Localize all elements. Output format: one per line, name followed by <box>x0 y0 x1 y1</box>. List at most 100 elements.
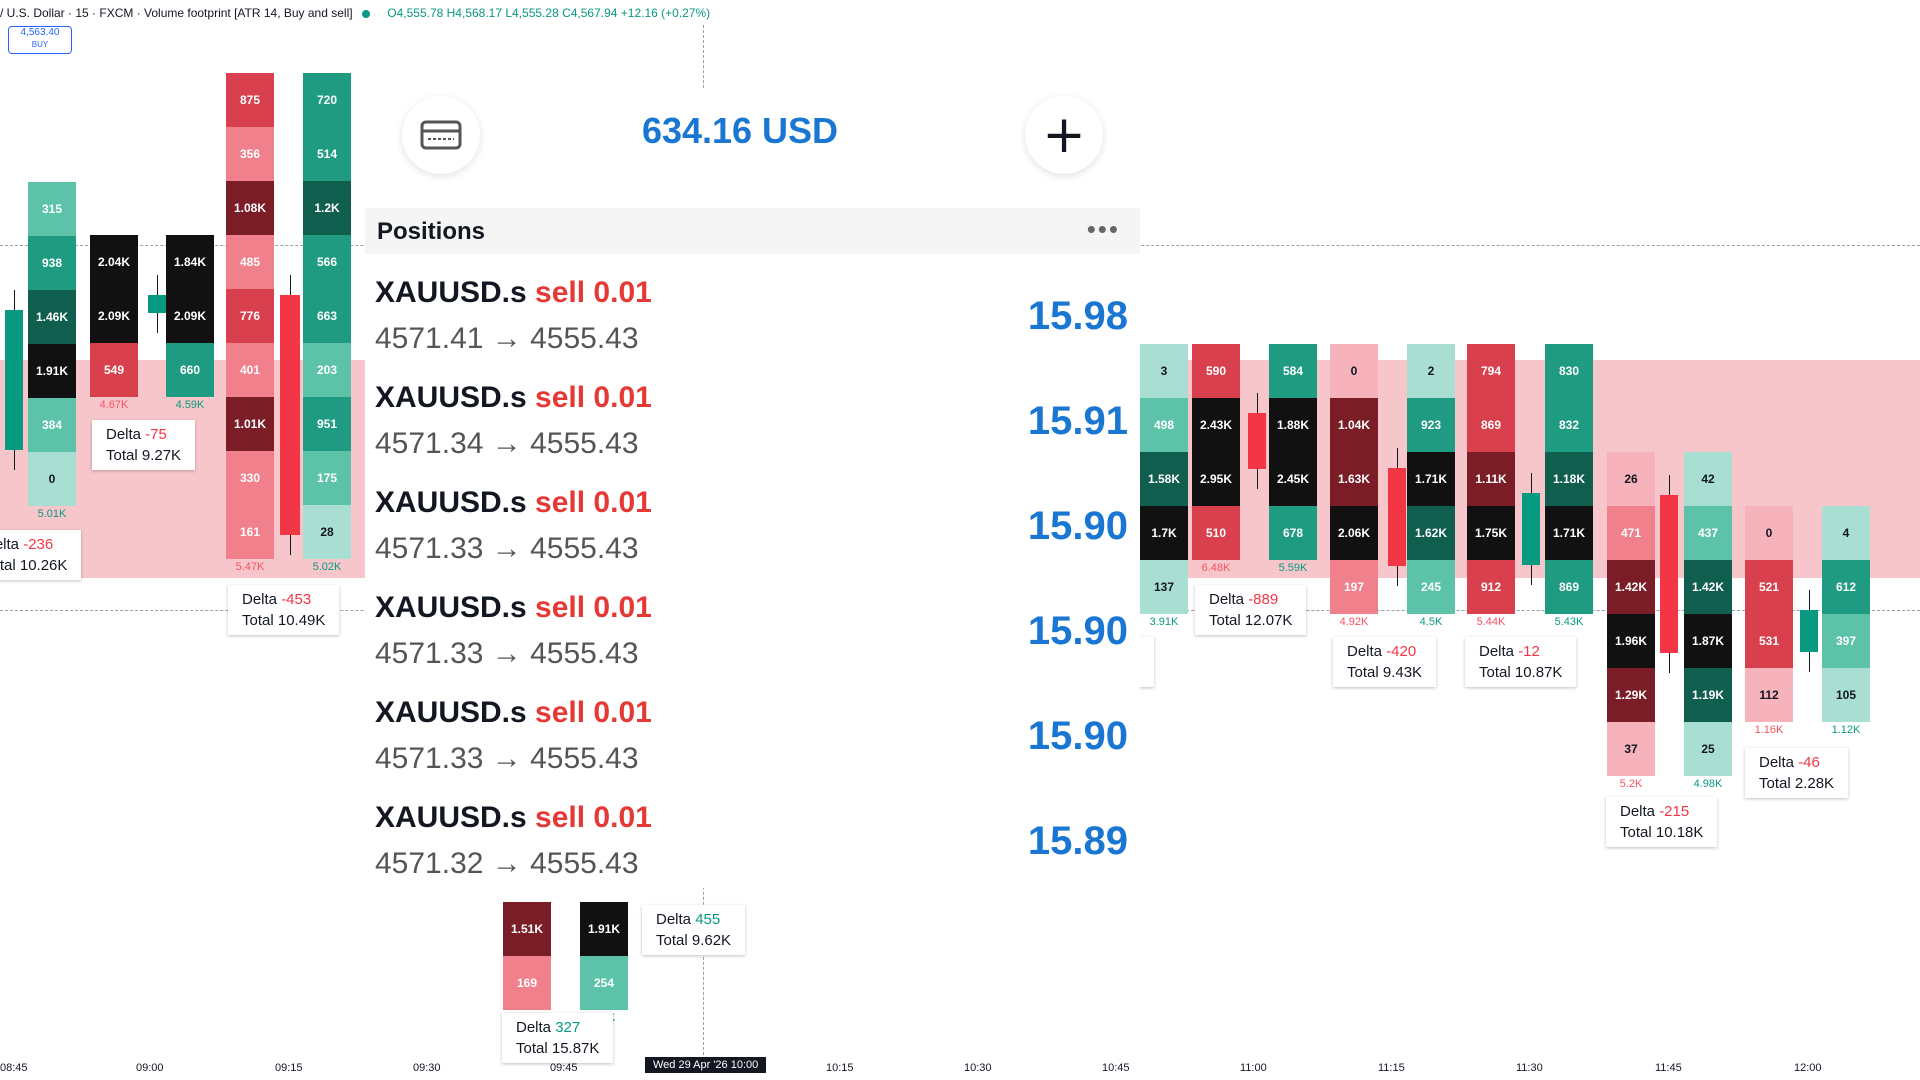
time-tick-label: 11:00 <box>1240 1062 1267 1074</box>
account-card-button[interactable] <box>402 96 480 174</box>
footprint-volume: 4.59K <box>175 399 205 411</box>
positions-header: Positions ••• <box>365 208 1140 254</box>
footprint-cell: 514 <box>303 127 351 181</box>
buy-price: 4,563.40 <box>20 27 60 38</box>
delta-box: Delta -12 Total 10.87K <box>1465 637 1577 687</box>
delta-label: Delta <box>1759 754 1799 771</box>
footprint-cell: 660 <box>166 343 214 397</box>
footprint-cell: 521 <box>1745 560 1793 614</box>
footprint-cell: 1.11K <box>1467 452 1515 506</box>
card-icon <box>420 120 462 150</box>
footprint-cell: 1.42K <box>1607 560 1655 614</box>
footprint-cell: 0 <box>28 452 76 506</box>
delta-box: Delta -46 Total 2.28K <box>1745 748 1849 798</box>
footprint-cell: 584 <box>1269 344 1317 398</box>
delta-box: Delta 327 Total 15.87K <box>502 1013 614 1063</box>
delta-value: 327 <box>555 1019 581 1036</box>
delta-value: -46 <box>1798 754 1820 771</box>
time-tick-label: 09:15 <box>275 1062 303 1074</box>
footprint-cell: 2.09K <box>90 289 138 343</box>
delta-label: Delta <box>516 1019 556 1036</box>
time-tick-label: 09:00 <box>136 1062 164 1074</box>
footprint-volume: 4.5K <box>1419 616 1443 628</box>
footprint-cell: 1.91K <box>28 344 76 398</box>
total-line: Total 9.27K <box>106 447 182 464</box>
footprint-cell: 2.95K <box>1192 452 1240 506</box>
footprint-cell: 0 <box>1745 506 1793 560</box>
delta-line: Delta -215 <box>1620 801 1703 822</box>
delta-value: -889 <box>1248 591 1279 608</box>
footprint-cell: 720 <box>303 73 351 127</box>
position-side: sell 0.01 <box>535 801 652 834</box>
footprint-cell: 254 <box>580 956 628 1010</box>
footprint-cell: 1.84K <box>166 235 214 289</box>
footprint-volume: 6.48K <box>1201 562 1231 574</box>
candle-body <box>1522 493 1540 565</box>
status-dot-icon <box>361 9 370 18</box>
footprint-cell: 2.04K <box>90 235 138 289</box>
footprint-volume: 3.91K <box>1149 616 1179 628</box>
position-prices: 4571.33 → 4555.43 <box>375 532 639 565</box>
footprint-cell: 26 <box>1607 452 1655 506</box>
position-side: sell 0.01 <box>535 381 652 414</box>
delta-label: Delta <box>242 591 282 608</box>
position-prices: 4571.32 → 4555.43 <box>375 847 639 880</box>
footprint-cell: 549 <box>90 343 138 397</box>
add-button[interactable]: + <box>1025 96 1103 174</box>
footprint-cell: 0 <box>1330 344 1378 398</box>
more-icon[interactable]: ••• <box>1086 214 1120 244</box>
footprint-cell: 678 <box>1269 506 1317 560</box>
footprint-cell: 245 <box>1407 560 1455 614</box>
time-tick-label: 11:15 <box>1378 1062 1405 1074</box>
position-row[interactable]: XAUUSD.s sell 0.01 4571.34 → 4555.43 15.91 <box>365 371 1140 476</box>
footprint-cell: 2 <box>1407 344 1455 398</box>
delta-box: Delta -75 Total 9.27K <box>92 420 196 470</box>
delta-line: Delta -12 <box>1479 641 1562 662</box>
footprint-volume: 4.98K <box>1693 778 1723 790</box>
footprint-cell: 2.45K <box>1269 452 1317 506</box>
position-prices: 4571.41 → 4555.43 <box>375 322 639 355</box>
total-line: Total 10.49K <box>242 612 326 629</box>
position-row[interactable]: XAUUSD.s sell 0.01 4571.33 → 4555.43 15.90 <box>365 686 1140 791</box>
footprint-cell: 2.09K <box>166 289 214 343</box>
footprint-cell: 315 <box>28 182 76 236</box>
footprint-cell: 197 <box>1330 560 1378 614</box>
footprint-cell: 42 <box>1684 452 1732 506</box>
symbol-name: XAUUSD.s <box>375 486 536 519</box>
candle-body <box>1660 495 1678 653</box>
footprint-cell: 923 <box>1407 398 1455 452</box>
total-line: Total 9.43K <box>1347 664 1423 681</box>
position-profit: 15.90 <box>1027 609 1128 653</box>
position-row[interactable]: XAUUSD.s sell 0.01 4571.32 → 4555.43 15.89 <box>365 791 1140 896</box>
candle-body <box>280 295 300 535</box>
trading-panel: 634.16 USD + Positions ••• XAUUSD.s sell… <box>365 88 1140 888</box>
delta-label: Delta <box>0 536 20 553</box>
footprint-cell: 1.04K <box>1330 398 1378 452</box>
total-line: Total 15.87K <box>516 1040 600 1057</box>
position-prices: 4571.34 → 4555.43 <box>375 427 639 460</box>
position-side: sell 0.01 <box>535 276 652 309</box>
delta-line: Delta -889 <box>1209 589 1292 610</box>
footprint-volume: 1.16K <box>1754 724 1784 736</box>
delta-value: -420 <box>1386 643 1417 660</box>
position-symbol: XAUUSD.s sell 0.01 <box>375 696 652 730</box>
footprint-cell: 384 <box>28 398 76 452</box>
position-row[interactable]: XAUUSD.s sell 0.01 4571.33 → 4555.43 15.90 <box>365 476 1140 581</box>
buy-price-tag[interactable]: 4,563.40 BUY <box>8 26 72 54</box>
footprint-cell: 794 <box>1467 344 1515 398</box>
footprint-cell: 485 <box>226 235 274 289</box>
chart-header: / U.S. Dollar · 15 · FXCM · Volume footp… <box>0 6 710 20</box>
current-time-label: Wed 29 Apr '26 10:00 <box>645 1057 767 1073</box>
total-line: Total 10.18K <box>1620 824 1704 841</box>
delta-line: Delta -420 <box>1347 641 1422 662</box>
position-row[interactable]: XAUUSD.s sell 0.01 4571.41 → 4555.43 15.98 <box>365 266 1140 371</box>
footprint-volume: 4.92K <box>1339 616 1369 628</box>
time-tick-label: 10:45 <box>1102 1062 1130 1074</box>
footprint-cell: 1.01K <box>226 397 274 451</box>
footprint-cell: 1.19K <box>1684 668 1732 722</box>
footprint-volume: 5.59K <box>1278 562 1308 574</box>
footprint-cell: 1.2K <box>303 181 351 235</box>
delta-line: Delta 455 <box>656 909 731 930</box>
footprint-volume: 1.12K <box>1831 724 1861 736</box>
position-row[interactable]: XAUUSD.s sell 0.01 4571.33 → 4555.43 15.90 <box>365 581 1140 686</box>
